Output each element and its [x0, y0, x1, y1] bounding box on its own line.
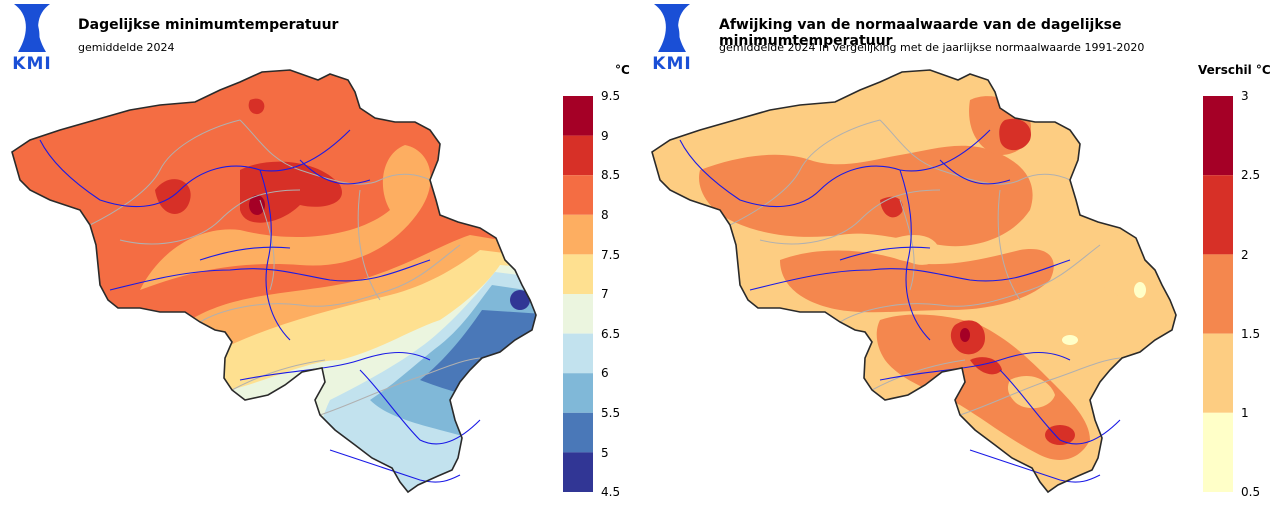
right-legend-tick: 2 [1241, 248, 1249, 262]
left-temperature-map [11, 69, 537, 494]
left-legend-band-8 [563, 373, 593, 413]
right-legend-tick: 1 [1241, 406, 1249, 420]
left-legend-tick: 6.5 [601, 327, 621, 341]
left-legend-tick: 6 [601, 366, 609, 380]
left-legend-band-3 [563, 175, 593, 215]
right-legend-tick: 1.5 [1241, 327, 1261, 341]
right-legend-band-5 [1203, 412, 1233, 492]
right-legend-tick: 3 [1241, 89, 1249, 103]
left-legend-band-6 [563, 294, 593, 334]
right-legend-band-2 [1203, 175, 1233, 255]
left-legend-band-7 [563, 333, 593, 374]
right-legend-tick: 2.5 [1241, 168, 1261, 182]
left-map-subtitle: gemiddelde 2024 [78, 41, 175, 54]
right-legend-tick: 0.5 [1241, 485, 1261, 499]
right-legend-band-4 [1203, 333, 1233, 413]
left-legend-tick: 9 [601, 129, 609, 143]
left-legend-band-5 [563, 254, 593, 294]
left-legend-tick: 5.5 [601, 406, 621, 420]
right-map-panel: KMI Afwijking van de normaalwaarde van d… [640, 0, 1280, 507]
right-anomaly-map [651, 69, 1177, 494]
left-map-panel: KMI Dagelijkse minimumtemperatuur gemidd… [6, 4, 630, 499]
right-map-title: Afwijking van de normaalwaarde van de da… [719, 17, 1122, 49]
kmi-logo: KMI [646, 4, 698, 74]
right-legend-band-3 [1203, 254, 1233, 334]
left-legend-tick: 9.5 [601, 89, 621, 103]
right-legend-colorbar [1203, 96, 1233, 492]
left-legend-band-4 [563, 214, 593, 255]
right-map-subtitle: gemiddelde 2024 in vergelijking met de j… [719, 41, 1145, 54]
logo-text: KMI [652, 54, 692, 74]
left-legend-tick: 7 [601, 287, 609, 301]
left-legend-band-2 [563, 135, 593, 176]
right-legend-unit: Verschil °C [1198, 63, 1271, 77]
left-map-title: Dagelijkse minimumtemperatuur [78, 17, 339, 33]
left-legend-tick: 4.5 [601, 485, 621, 499]
left-legend-band-10 [563, 452, 593, 492]
left-legend-band-9 [563, 412, 593, 453]
left-legend-tick: 8 [601, 208, 609, 222]
left-legend-band-1 [563, 96, 593, 136]
left-legend-colorbar [563, 96, 593, 492]
kmi-logo: KMI [6, 4, 58, 74]
left-legend-tick: 8.5 [601, 168, 621, 182]
logo-text: KMI [12, 54, 52, 74]
left-legend-tick: 7.5 [601, 248, 621, 262]
right-legend-band-1 [1203, 96, 1233, 176]
left-legend-unit: °C [615, 63, 630, 77]
left-legend-tick: 5 [601, 446, 609, 460]
